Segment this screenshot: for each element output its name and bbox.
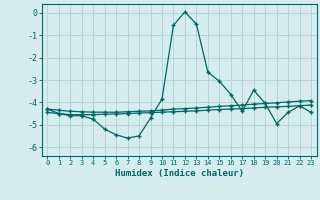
X-axis label: Humidex (Indice chaleur): Humidex (Indice chaleur): [115, 169, 244, 178]
